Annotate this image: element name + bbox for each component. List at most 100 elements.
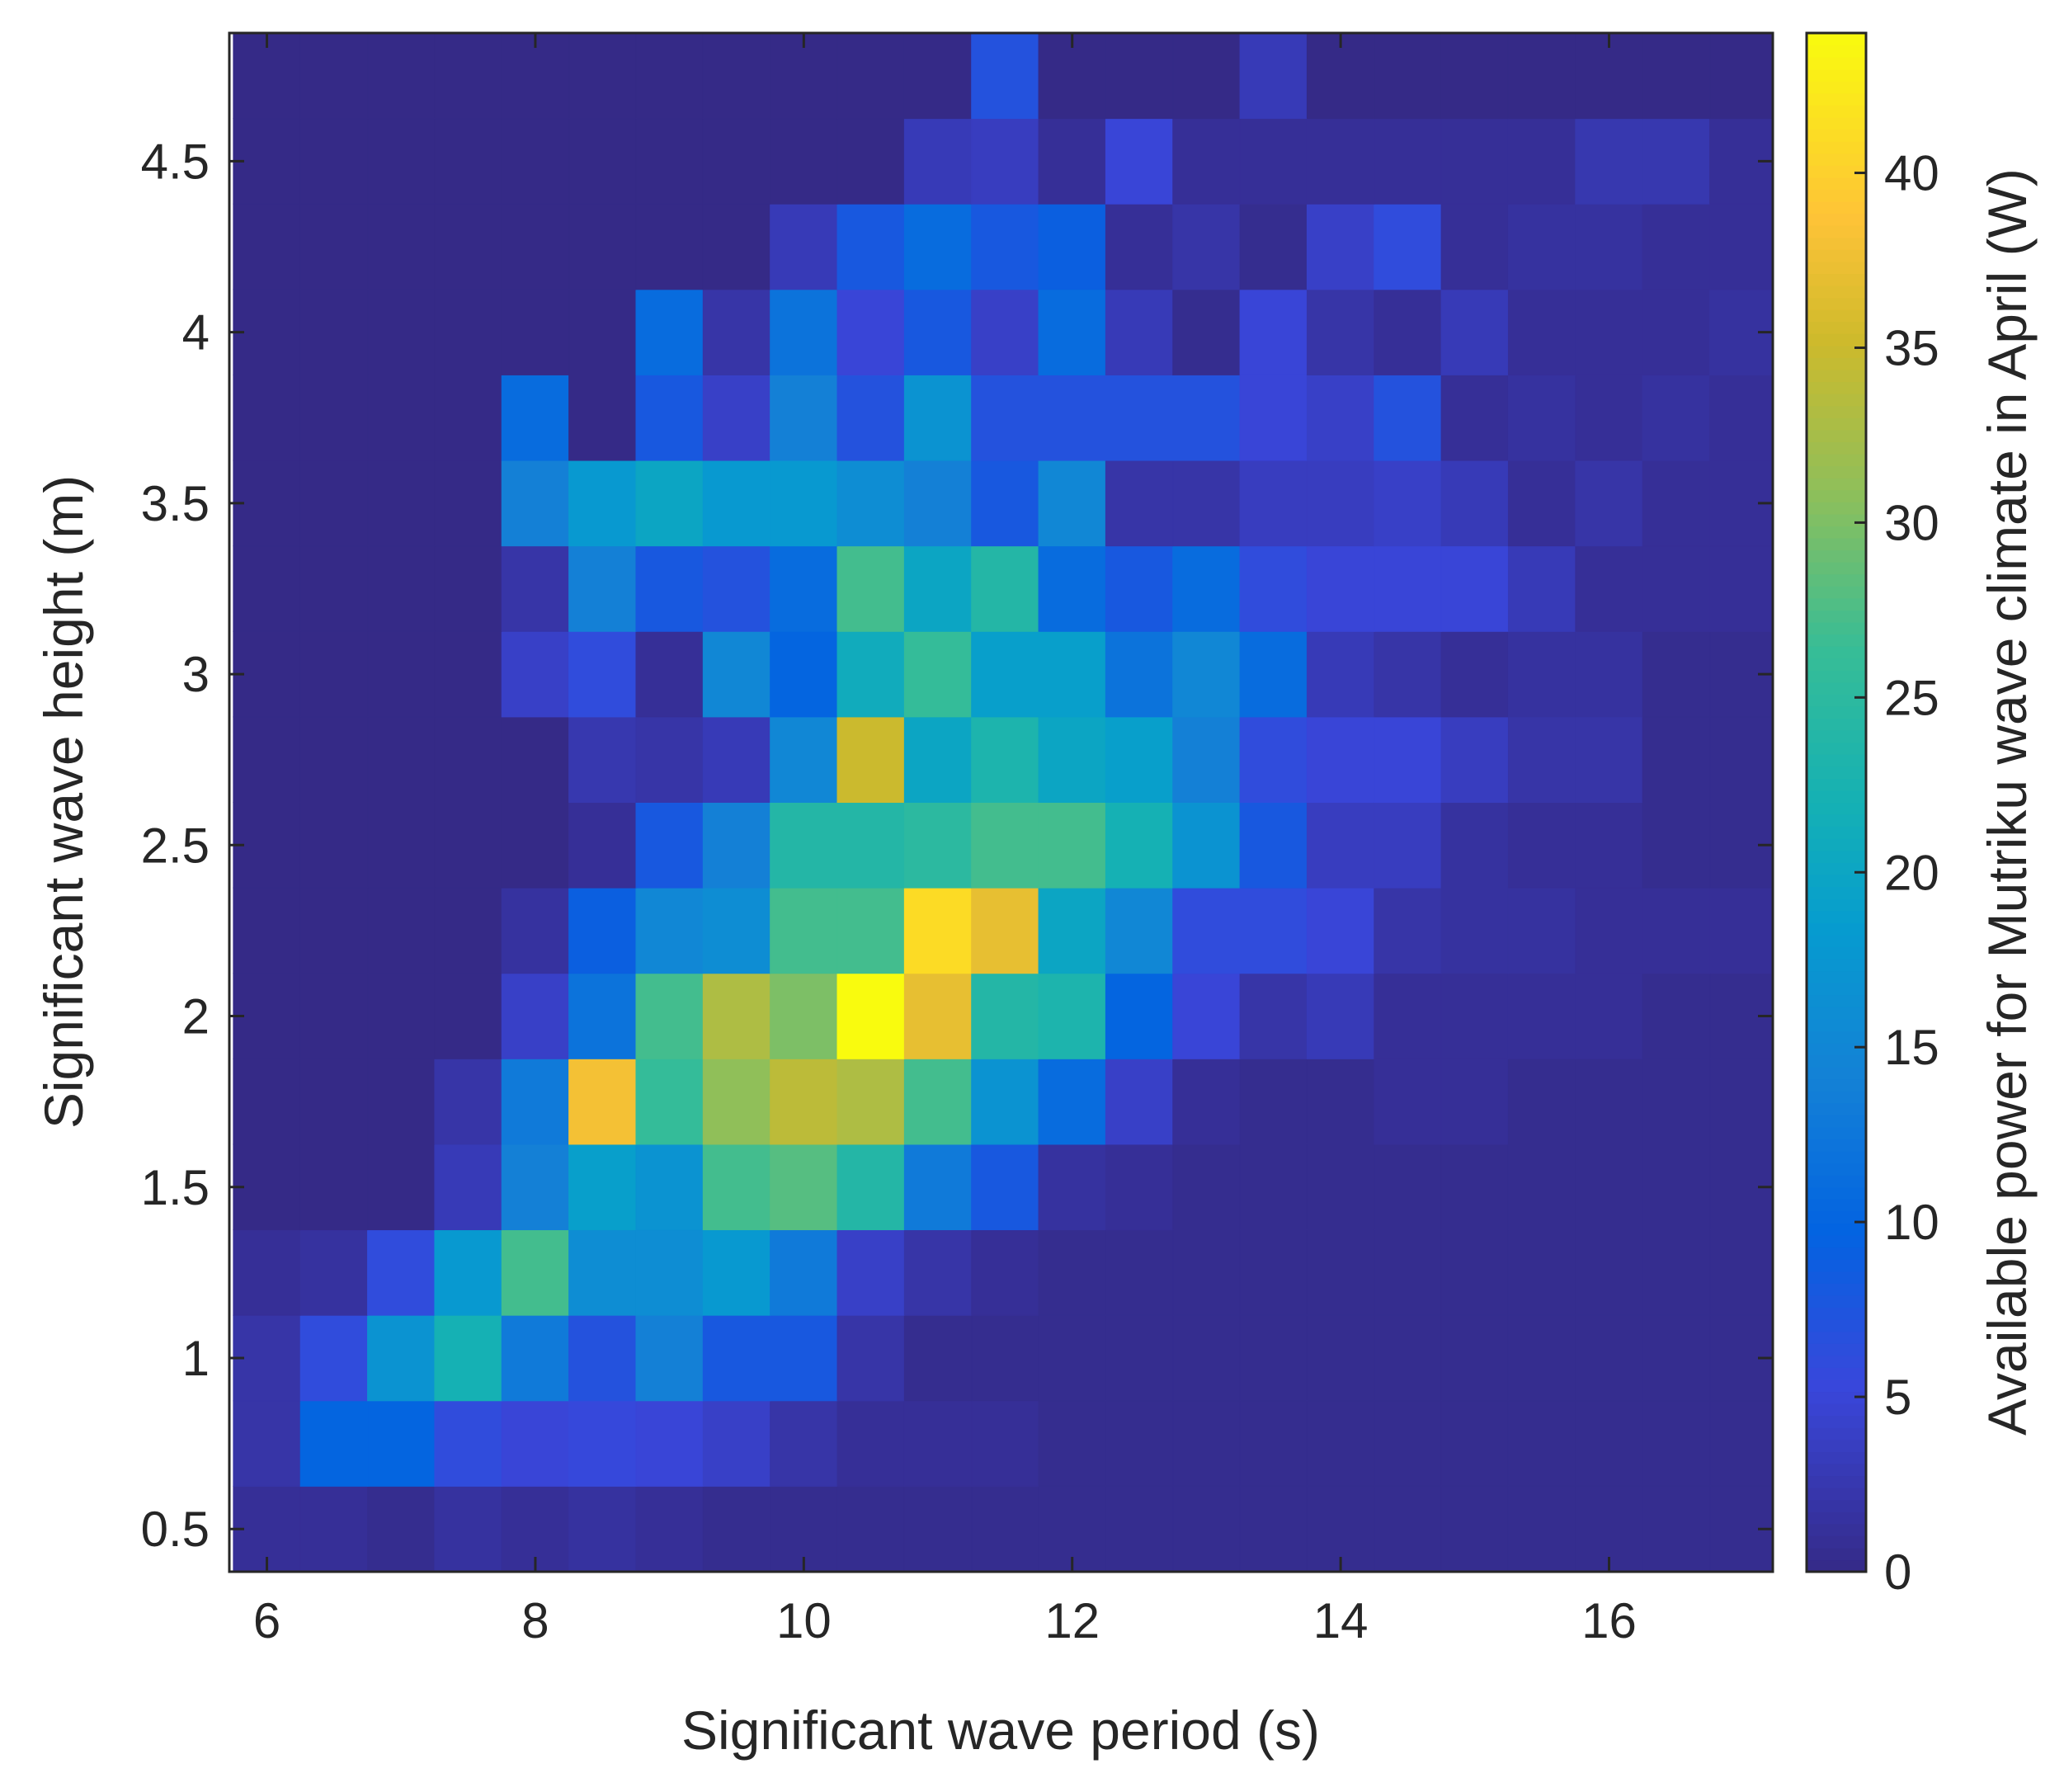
heatmap-cell [434, 1400, 502, 1487]
heatmap-cell [501, 1058, 570, 1145]
heatmap-cell [836, 1058, 905, 1145]
heatmap-cell [1374, 887, 1442, 974]
heatmap-cell [1374, 545, 1442, 632]
heatmap-cell [1038, 374, 1106, 461]
heatmap-cell [233, 1400, 301, 1487]
heatmap-cell [770, 289, 838, 375]
heatmap-cell [635, 1144, 704, 1231]
heatmap-cell [903, 1058, 973, 1145]
heatmap-cell [1507, 460, 1576, 547]
heatmap-cell [1306, 973, 1375, 1059]
heatmap-cell [1306, 289, 1375, 375]
colorbar-segment [1807, 153, 1866, 166]
heatmap-cell [770, 1144, 838, 1231]
heatmap-cell [1440, 887, 1509, 974]
heatmap-cell [299, 716, 369, 804]
colorbar-segment [1807, 526, 1866, 539]
heatmap-cell [1105, 1314, 1174, 1402]
x-tick-label: 10 [776, 1593, 832, 1648]
heatmap-cell [367, 1485, 436, 1573]
colorbar-segment [1807, 742, 1866, 755]
heatmap-cell [1709, 1229, 1774, 1316]
colorbar-segment [1807, 1343, 1866, 1356]
heatmap-cell [903, 289, 973, 375]
heatmap-cell [501, 1314, 570, 1402]
colorbar-segment [1807, 225, 1866, 238]
heatmap-cell [1575, 1314, 1643, 1402]
heatmap-cell [367, 203, 436, 290]
heatmap-cell [1038, 1314, 1106, 1402]
heatmap-cell [1172, 1229, 1241, 1316]
heatmap-cell [568, 118, 637, 205]
heatmap-cell [1642, 118, 1711, 205]
heatmap-cell [1105, 1485, 1174, 1573]
colorbar-tick-label: 20 [1884, 845, 1939, 900]
heatmap-cell [1239, 887, 1308, 974]
heatmap-cell [501, 203, 570, 290]
colorbar-segment [1807, 68, 1866, 82]
y-tick-label: 1.5 [141, 1160, 210, 1215]
heatmap-cell [434, 118, 502, 205]
colorbar-segment [1807, 537, 1866, 551]
heatmap-cell [1575, 460, 1643, 547]
heatmap-cell [1374, 716, 1442, 804]
colorbar-segment [1807, 1379, 1866, 1393]
heatmap-cell [434, 1229, 502, 1316]
colorbar-segment [1807, 1018, 1866, 1031]
heatmap-cell [1306, 630, 1375, 718]
colorbar-segment [1807, 165, 1866, 178]
heatmap-cell [1575, 973, 1643, 1059]
heatmap-cell [903, 545, 973, 632]
heatmap-cell [1507, 887, 1576, 974]
heatmap-cell [568, 32, 637, 120]
heatmap-cell [299, 802, 369, 889]
heatmap-cell [1239, 118, 1308, 205]
heatmap-cell [1038, 1400, 1106, 1487]
heatmap-cell [1038, 460, 1106, 547]
heatmap-cell [1172, 973, 1241, 1059]
heatmap-cell [568, 716, 637, 804]
colorbar-segment [1807, 1367, 1866, 1380]
colorbar-segment [1807, 874, 1866, 888]
heatmap-cell [836, 887, 905, 974]
heatmap-cell [367, 1144, 436, 1231]
colorbar-segment [1807, 1151, 1866, 1164]
heatmap-cell [1038, 118, 1106, 205]
colorbar-segment [1807, 297, 1866, 310]
heatmap-cell [299, 1400, 369, 1487]
heatmap-cell [434, 203, 502, 290]
colorbar-segment [1807, 261, 1866, 275]
heatmap-cell [1239, 289, 1308, 375]
heatmap-cell [836, 1229, 905, 1316]
heatmap-cell [1038, 1058, 1106, 1145]
heatmap-cell [1038, 887, 1106, 974]
heatmap-cell [299, 289, 369, 375]
heatmap-cell [1575, 802, 1643, 889]
heatmap-cell [1440, 1314, 1509, 1402]
heatmap-cell [1306, 1314, 1375, 1402]
heatmap-cell [501, 887, 570, 974]
heatmap-cell [702, 973, 771, 1059]
heatmap-cell [1374, 118, 1442, 205]
heatmap-cell [233, 1144, 301, 1231]
colorbar-segment [1807, 1355, 1866, 1368]
colorbar-segment [1807, 105, 1866, 118]
colorbar-segment [1807, 345, 1866, 358]
heatmap-cell [1709, 716, 1774, 804]
colorbar-segment [1807, 1102, 1866, 1115]
heatmap-cell [1575, 1144, 1643, 1231]
colorbar-segment [1807, 478, 1866, 491]
colorbar-segment [1807, 249, 1866, 262]
heatmap-cell [971, 32, 1039, 120]
heatmap-cell [1172, 374, 1241, 461]
heatmap-cell [1306, 802, 1375, 889]
colorbar-segment [1807, 983, 1866, 996]
colorbar-segment [1807, 730, 1866, 743]
heatmap-cell [1239, 1229, 1308, 1316]
heatmap-cell [903, 1485, 973, 1573]
colorbar-tick-label: 15 [1884, 1020, 1939, 1075]
colorbar-segment [1807, 1247, 1866, 1260]
heatmap-cell [1507, 374, 1576, 461]
colorbar-segment [1807, 141, 1866, 154]
heatmap-cell [702, 460, 771, 547]
